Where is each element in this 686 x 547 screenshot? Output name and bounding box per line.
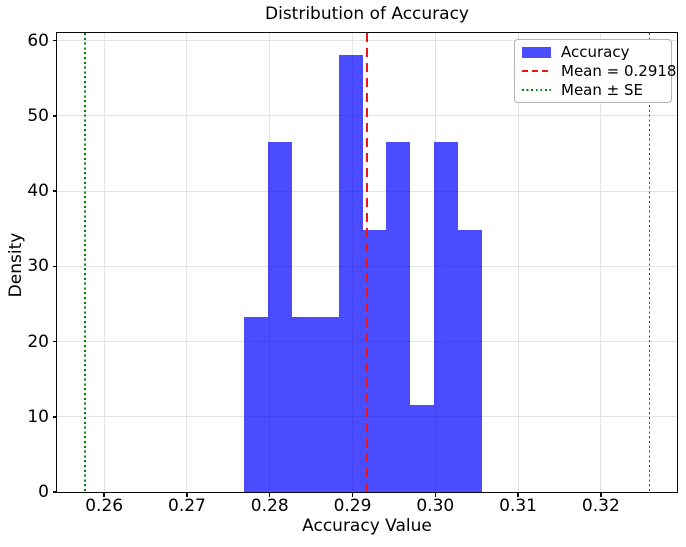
histogram-bar — [244, 317, 269, 492]
x-gridline — [517, 33, 519, 492]
x-tick-label: 0.27 — [168, 496, 206, 516]
histogram-bar — [457, 229, 482, 492]
histogram-bar — [315, 317, 340, 492]
x-gridline — [103, 33, 105, 492]
histogram-bar — [363, 229, 387, 492]
histogram-bar — [410, 404, 435, 492]
y-tick-mark — [52, 416, 57, 418]
x-tick-label: 0.26 — [85, 496, 124, 516]
legend-item-mean-se: Mean ± SE — [522, 80, 667, 99]
y-tick-mark — [52, 265, 57, 267]
x-tick-mark — [434, 492, 437, 497]
legend-item-mean: Mean = 0.2918 — [522, 62, 676, 81]
x-gridline — [186, 33, 188, 492]
histogram-bar — [386, 142, 411, 492]
x-tick-label: 0.32 — [581, 496, 620, 516]
legend-label-accuracy: Accuracy — [561, 43, 630, 62]
se-line-upper — [648, 33, 651, 492]
mean-line — [366, 33, 369, 492]
legend-label-mean: Mean = 0.2918 — [561, 62, 677, 80]
x-tick-mark — [600, 492, 602, 497]
x-tick-label: 0.28 — [250, 496, 289, 516]
se-line-lower — [84, 33, 86, 492]
histogram-bar — [292, 317, 316, 492]
y-tick-label: 50 — [27, 105, 49, 126]
legend: Accuracy Mean = 0.2918 Mean ± SE — [514, 39, 676, 103]
y-tick-label: 40 — [27, 181, 49, 202]
y-tick-mark — [52, 491, 57, 493]
y-tick-label: 60 — [27, 30, 49, 51]
chart-title: Distribution of Accuracy — [265, 4, 469, 24]
x-tick-label: 0.29 — [333, 496, 372, 516]
y-tick-mark — [52, 190, 57, 192]
x-tick-mark — [186, 492, 188, 497]
histogram-bar — [434, 142, 458, 492]
y-tick-mark — [52, 115, 57, 117]
x-tick-mark — [103, 492, 105, 497]
y-tick-mark — [52, 39, 57, 42]
legend-swatch-accuracy — [522, 47, 551, 58]
legend-dashed-line-sample — [522, 70, 551, 72]
x-tick-label: 0.30 — [416, 496, 455, 516]
y-tick-label: 30 — [27, 256, 49, 277]
legend-item-accuracy: Accuracy — [522, 43, 667, 62]
x-gridline — [600, 33, 602, 492]
legend-label-mean-se: Mean ± SE — [561, 80, 643, 99]
x-tick-mark — [268, 492, 271, 497]
y-tick-label: 20 — [27, 331, 49, 352]
plot-area: Accuracy Mean = 0.2918 Mean ± SE 0.26 0.2… — [27, 31, 678, 516]
x-tick-mark — [351, 492, 354, 497]
legend-dotted-line-sample — [522, 88, 551, 91]
y-tick-label: 0 — [38, 482, 49, 502]
x-tick-label: 0.31 — [499, 496, 537, 516]
x-axis-label: Accuracy Value — [302, 516, 432, 536]
y-tick-mark — [52, 340, 57, 343]
y-tick-label: 10 — [27, 406, 49, 427]
histogram-bar — [268, 142, 293, 492]
histogram-bar — [339, 55, 364, 492]
x-tick-mark — [517, 492, 519, 497]
